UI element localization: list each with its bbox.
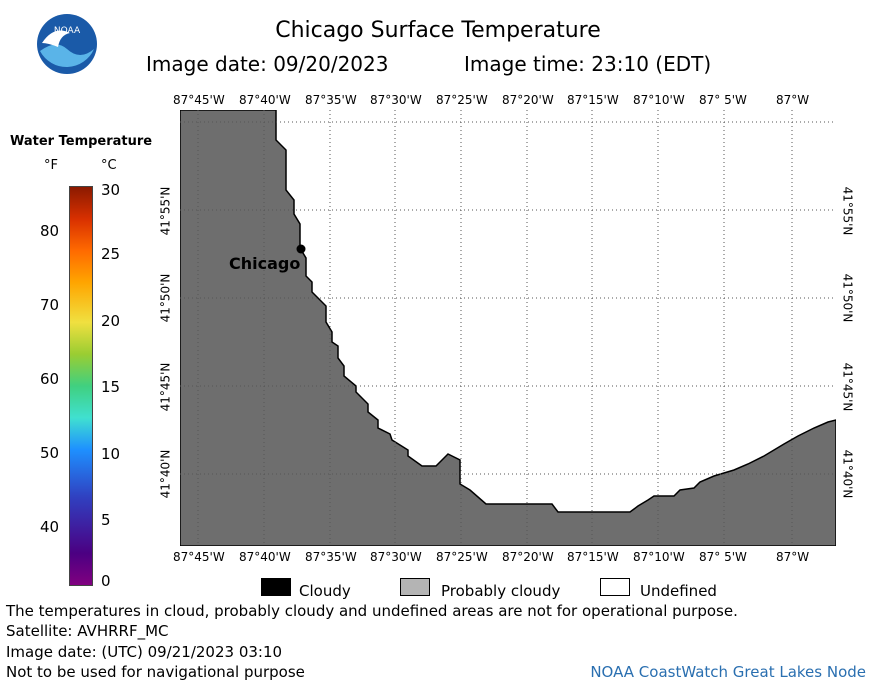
c-tick: 15 [101, 378, 121, 396]
f-tick: 60 [40, 370, 60, 388]
lon-label-bottom: 87°15'W [567, 550, 619, 564]
lon-label-bottom: 87°45'W [173, 550, 225, 564]
c-tick: 0 [101, 572, 111, 590]
lat-label-left: 41°40'N [158, 449, 173, 499]
lon-label-top: 87°45'W [173, 93, 225, 107]
navigation-warning: Not to be used for navigational purpose [6, 663, 305, 681]
lon-label-bottom: 87°10'W [633, 550, 685, 564]
lon-label-bottom: 87°W [776, 550, 810, 564]
lat-label-right: 41°45'N [840, 362, 855, 412]
page-title: Chicago Surface Temperature [275, 18, 601, 43]
disclaimer-text: The temperatures in cloud, probably clou… [6, 602, 738, 620]
cloudy-label: Cloudy [299, 582, 351, 600]
c-tick: 5 [101, 511, 111, 529]
lon-label-top: 87°20'W [502, 93, 554, 107]
unit-celsius: °C [101, 158, 117, 173]
lon-label-bottom: 87°25'W [436, 550, 488, 564]
undefined-swatch [600, 578, 630, 596]
cloudy-swatch [261, 578, 291, 596]
lon-label-top: 87°25'W [436, 93, 488, 107]
lon-label-bottom: 87°20'W [502, 550, 554, 564]
lon-label-bottom: 87°30'W [370, 550, 422, 564]
satellite-text: Satellite: AVHRRF_MC [6, 622, 169, 640]
lon-label-top: 87°15'W [567, 93, 619, 107]
f-tick: 40 [40, 518, 60, 536]
c-tick: 25 [101, 245, 121, 263]
probably-cloudy-swatch [400, 578, 430, 596]
map-panel[interactable] [180, 110, 836, 546]
c-tick: 30 [101, 181, 121, 199]
lon-label-top: 87°W [776, 93, 810, 107]
land-area [180, 110, 836, 546]
f-tick: 50 [40, 444, 60, 462]
lon-label-top: 87°10'W [633, 93, 685, 107]
scale-title: Water Temperature [10, 134, 153, 149]
unit-fahrenheit: °F [44, 158, 58, 173]
c-tick: 10 [101, 445, 121, 463]
probably-cloudy-label: Probably cloudy [441, 582, 561, 600]
lat-label-left: 41°55'N [158, 186, 173, 236]
f-tick: 80 [40, 222, 60, 240]
lon-label-top: 87°30'W [370, 93, 422, 107]
logo-text: NOAA [54, 26, 81, 36]
lat-label-left: 41°45'N [158, 362, 173, 412]
lat-label-right: 41°40'N [840, 449, 855, 499]
node-credit[interactable]: NOAA CoastWatch Great Lakes Node [590, 663, 866, 681]
lon-label-top: 87°35'W [305, 93, 357, 107]
city-label: Chicago [229, 254, 301, 273]
utc-date-text: Image date: (UTC) 09/21/2023 03:10 [6, 643, 283, 661]
temperature-color-scale [69, 186, 93, 586]
lat-label-left: 41°50'N [158, 273, 173, 323]
lat-label-right: 41°50'N [840, 273, 855, 323]
lon-label-bottom: 87°40'W [239, 550, 291, 564]
lon-label-bottom: 87°35'W [305, 550, 357, 564]
image-date: Image date: 09/20/2023 [146, 52, 389, 76]
c-tick: 20 [101, 312, 121, 330]
lon-label-top: 87° 5'W [699, 93, 747, 107]
city-marker [296, 244, 306, 254]
lon-label-bottom: 87° 5'W [699, 550, 747, 564]
undefined-label: Undefined [640, 582, 717, 600]
f-tick: 70 [40, 296, 60, 314]
noaa-logo[interactable]: NOAA [36, 13, 98, 75]
lat-label-right: 41°55'N [840, 186, 855, 236]
image-time: Image time: 23:10 (EDT) [464, 52, 712, 76]
lon-label-top: 87°40'W [239, 93, 291, 107]
